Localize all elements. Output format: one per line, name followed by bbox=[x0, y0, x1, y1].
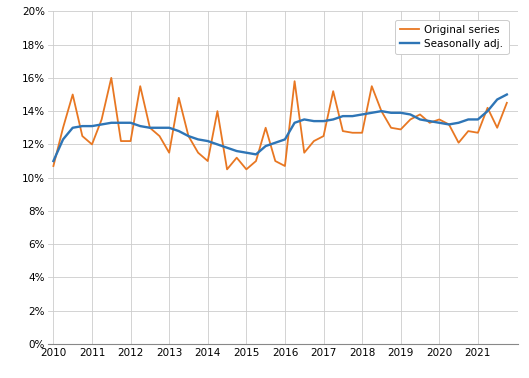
Line: Original series: Original series bbox=[53, 78, 507, 169]
Seasonally adj. bbox=[359, 112, 366, 117]
Seasonally adj. bbox=[69, 125, 76, 130]
Legend: Original series, Seasonally adj.: Original series, Seasonally adj. bbox=[395, 20, 508, 54]
Original series bbox=[224, 167, 230, 172]
Seasonally adj. bbox=[253, 152, 259, 156]
Seasonally adj. bbox=[243, 150, 250, 155]
Original series bbox=[127, 139, 134, 143]
Seasonally adj. bbox=[455, 121, 462, 125]
Original series bbox=[465, 129, 471, 133]
Original series bbox=[330, 89, 336, 93]
Original series bbox=[475, 130, 481, 135]
Seasonally adj. bbox=[388, 110, 394, 115]
Original series bbox=[176, 96, 182, 100]
Seasonally adj. bbox=[176, 129, 182, 133]
Seasonally adj. bbox=[127, 121, 134, 125]
Original series bbox=[436, 117, 442, 122]
Seasonally adj. bbox=[426, 119, 433, 123]
Original series bbox=[166, 150, 172, 155]
Seasonally adj. bbox=[340, 114, 346, 118]
Seasonally adj. bbox=[282, 137, 288, 142]
Seasonally adj. bbox=[397, 110, 404, 115]
Seasonally adj. bbox=[311, 119, 317, 123]
Line: Seasonally adj.: Seasonally adj. bbox=[53, 94, 507, 161]
Original series bbox=[311, 139, 317, 143]
Seasonally adj. bbox=[185, 134, 191, 138]
Seasonally adj. bbox=[137, 124, 143, 129]
Seasonally adj. bbox=[214, 142, 221, 147]
Original series bbox=[243, 167, 250, 172]
Seasonally adj. bbox=[485, 109, 491, 113]
Seasonally adj. bbox=[118, 121, 124, 125]
Seasonally adj. bbox=[233, 149, 240, 153]
Original series bbox=[60, 125, 66, 130]
Seasonally adj. bbox=[262, 144, 269, 148]
Original series bbox=[397, 127, 404, 132]
Seasonally adj. bbox=[50, 159, 57, 163]
Original series bbox=[214, 109, 221, 113]
Original series bbox=[137, 84, 143, 88]
Seasonally adj. bbox=[301, 117, 307, 122]
Original series bbox=[272, 159, 278, 163]
Original series bbox=[359, 130, 366, 135]
Seasonally adj. bbox=[157, 125, 163, 130]
Original series bbox=[340, 129, 346, 133]
Original series bbox=[50, 164, 57, 168]
Seasonally adj. bbox=[417, 117, 423, 122]
Original series bbox=[504, 101, 510, 105]
Seasonally adj. bbox=[504, 92, 510, 97]
Original series bbox=[494, 125, 500, 130]
Seasonally adj. bbox=[89, 124, 95, 129]
Seasonally adj. bbox=[166, 125, 172, 130]
Seasonally adj. bbox=[108, 121, 114, 125]
Original series bbox=[233, 155, 240, 160]
Seasonally adj. bbox=[330, 117, 336, 122]
Original series bbox=[79, 134, 86, 138]
Original series bbox=[205, 159, 211, 163]
Original series bbox=[388, 125, 394, 130]
Original series bbox=[321, 134, 327, 138]
Original series bbox=[301, 150, 307, 155]
Original series bbox=[118, 139, 124, 143]
Original series bbox=[108, 76, 114, 80]
Seasonally adj. bbox=[465, 117, 471, 122]
Original series bbox=[185, 134, 191, 138]
Original series bbox=[89, 142, 95, 147]
Seasonally adj. bbox=[475, 117, 481, 122]
Original series bbox=[455, 141, 462, 145]
Original series bbox=[69, 92, 76, 97]
Seasonally adj. bbox=[436, 121, 442, 125]
Original series bbox=[147, 125, 153, 130]
Seasonally adj. bbox=[60, 137, 66, 142]
Original series bbox=[157, 134, 163, 138]
Original series bbox=[446, 122, 452, 127]
Seasonally adj. bbox=[407, 112, 414, 117]
Seasonally adj. bbox=[321, 119, 327, 123]
Original series bbox=[253, 159, 259, 163]
Seasonally adj. bbox=[369, 110, 375, 115]
Original series bbox=[98, 117, 105, 122]
Seasonally adj. bbox=[195, 137, 202, 142]
Seasonally adj. bbox=[98, 122, 105, 127]
Original series bbox=[407, 117, 414, 122]
Original series bbox=[262, 125, 269, 130]
Original series bbox=[349, 130, 355, 135]
Original series bbox=[426, 121, 433, 125]
Original series bbox=[291, 79, 298, 84]
Seasonally adj. bbox=[147, 125, 153, 130]
Original series bbox=[369, 84, 375, 88]
Original series bbox=[417, 112, 423, 117]
Seasonally adj. bbox=[291, 121, 298, 125]
Original series bbox=[282, 164, 288, 168]
Seasonally adj. bbox=[224, 146, 230, 150]
Original series bbox=[485, 105, 491, 110]
Seasonally adj. bbox=[349, 114, 355, 118]
Seasonally adj. bbox=[79, 124, 86, 129]
Seasonally adj. bbox=[378, 109, 385, 113]
Seasonally adj. bbox=[446, 122, 452, 127]
Seasonally adj. bbox=[272, 141, 278, 145]
Original series bbox=[195, 150, 202, 155]
Original series bbox=[378, 109, 385, 113]
Seasonally adj. bbox=[494, 97, 500, 102]
Seasonally adj. bbox=[205, 139, 211, 143]
